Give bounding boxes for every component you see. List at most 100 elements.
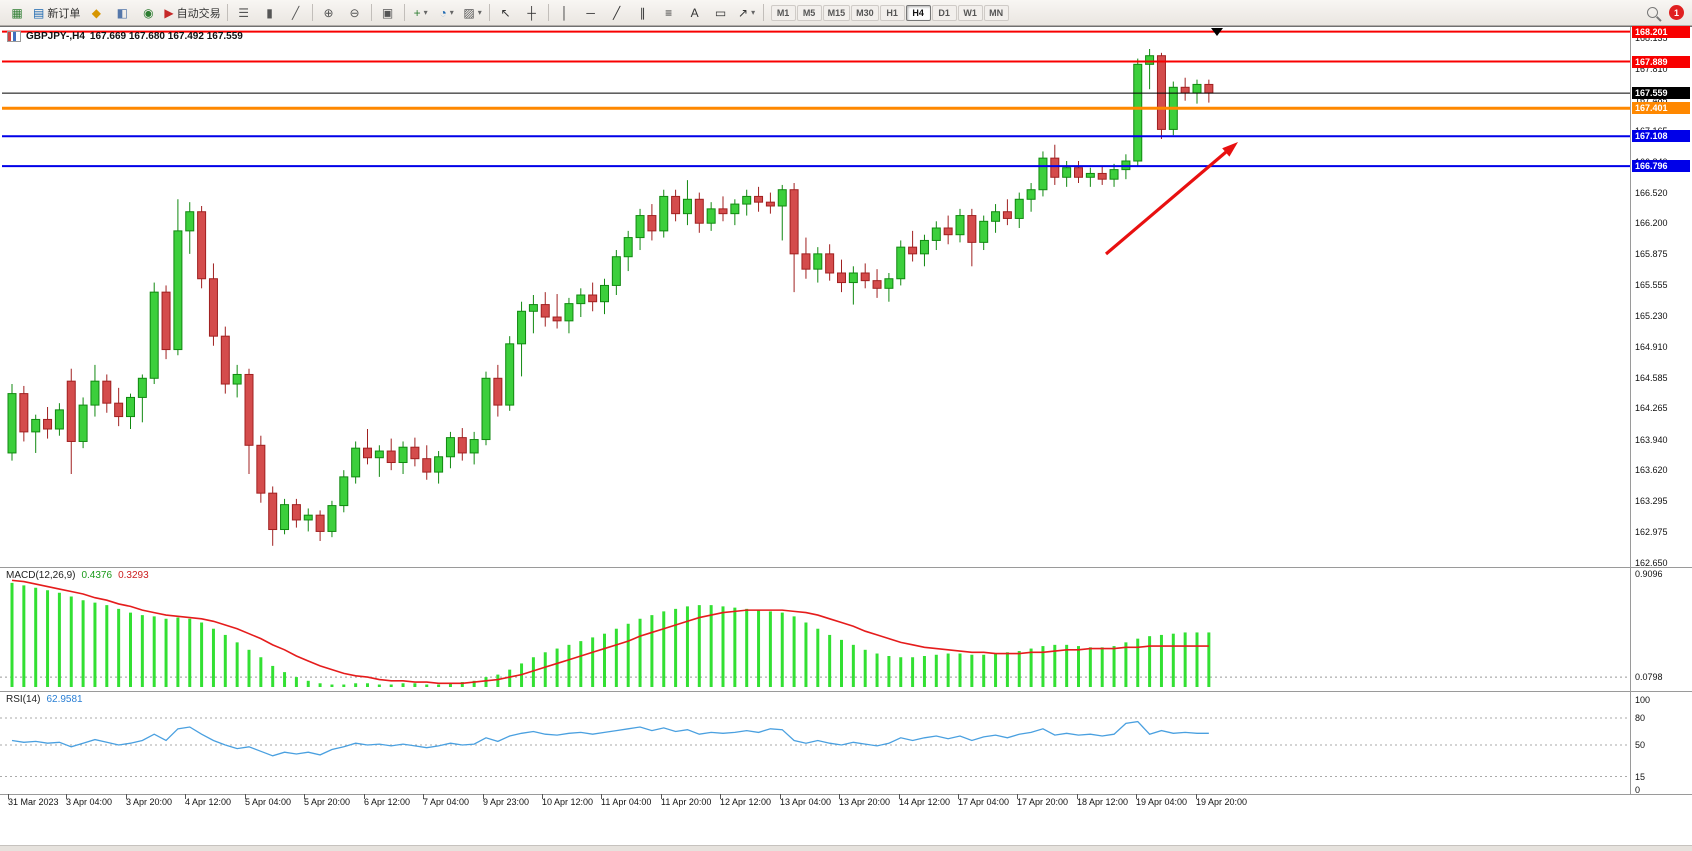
- toolbar-separator: [311, 4, 313, 21]
- time-label: 17 Apr 04:00: [958, 797, 1010, 807]
- zoom-out-button[interactable]: ⊖: [342, 3, 368, 23]
- new-order-icon: ▤: [33, 5, 45, 20]
- new-chart-icon: ▦: [11, 5, 23, 20]
- price-tick: 163.940: [1635, 434, 1668, 445]
- macd-level-value: 0.0798: [1635, 672, 1663, 683]
- fibonacci-button[interactable]: ≡: [656, 3, 682, 23]
- line-chart-button[interactable]: ╱: [283, 3, 309, 23]
- price-axis[interactable]: 168.135167.810167.485167.165166.840166.5…: [1632, 25, 1692, 796]
- macd-name: MACD(12,26,9): [6, 570, 76, 581]
- rsi-scale-tick: 50: [1635, 740, 1646, 750]
- price-tick: 166.200: [1635, 218, 1668, 229]
- autotrading-icon: ▶: [164, 5, 174, 20]
- periods-button[interactable]: ◔ ▾: [434, 3, 460, 23]
- cursor-icon: ↖: [500, 5, 511, 20]
- toolbar-separator: [547, 4, 549, 21]
- time-label: 19 Apr 04:00: [1136, 797, 1188, 807]
- macd-label: MACD(12,26,9) 0.4376 0.3293: [6, 570, 149, 581]
- zoom-out-icon: ⊖: [349, 5, 360, 20]
- price-tick: 165.555: [1635, 279, 1668, 290]
- label-icon: ▭: [714, 5, 727, 20]
- zoom-in-button[interactable]: ⊕: [316, 3, 342, 23]
- time-axis[interactable]: 31 Mar 2023 3 Apr 04:00 3 Apr 20:00 4 Apr 1…: [0, 796, 1692, 812]
- text-button[interactable]: A: [682, 3, 708, 23]
- rsi-scale-tick: 15: [1635, 771, 1646, 782]
- horizontal-line-button[interactable]: ─: [578, 3, 604, 23]
- time-label: 11 Apr 04:00: [601, 797, 652, 807]
- timeframe-h4[interactable]: H4: [905, 4, 931, 21]
- channel-icon: ∥: [639, 5, 646, 20]
- toolbar-separator: [403, 4, 405, 21]
- macd-main-value: 0.4376: [81, 570, 113, 581]
- cursor-button[interactable]: ↖: [493, 3, 519, 23]
- toolbar-separator: [762, 4, 764, 21]
- timeframe-w1[interactable]: W1: [957, 4, 983, 21]
- price-tick: 164.265: [1635, 403, 1668, 414]
- candlestick-chart-icon: ▮: [266, 5, 273, 20]
- toolbar-separator: [226, 4, 228, 21]
- tile-windows-button[interactable]: ▣: [375, 3, 401, 23]
- time-label: 14 Apr 12:00: [899, 797, 951, 807]
- line-chart-icon: ╱: [291, 5, 300, 20]
- rsi-scale-tick: 80: [1635, 713, 1646, 723]
- time-label: 10 Apr 12:00: [542, 797, 594, 807]
- templates-button[interactable]: ▨ ▾: [460, 3, 486, 23]
- crosshair-button[interactable]: ┼: [519, 3, 545, 23]
- price-tick: 166.520: [1635, 187, 1668, 198]
- time-label: 19 Apr 20:00: [1196, 797, 1248, 807]
- autotrading-button[interactable]: ▶ 自动交易: [161, 3, 223, 23]
- bar-chart-icon: ☰: [238, 5, 249, 20]
- trendline-button[interactable]: ╱: [604, 3, 630, 23]
- price-tick: 163.295: [1635, 496, 1668, 507]
- candlestick-chart-button[interactable]: ▮: [257, 3, 283, 23]
- templates-icon: ▨: [463, 5, 475, 20]
- timeframe-m30[interactable]: M30: [851, 4, 879, 21]
- ohlc-quote: 167.669 167.680 167.492 167.559: [89, 31, 243, 42]
- time-label: 13 Apr 04:00: [780, 797, 832, 807]
- toolbar-button-group: ▦ ▤ 新订单 ◆ ◧ ◉ ▶ 自动交易 ☰ ▮ ╱ ⊕ ⊖ ▣ + ▾ ◔ ▾ ▨ ▾ ↖ ┼ │ ─ ╱ ∥ ≡ A ▭ ↗ ▾: [4, 3, 767, 23]
- new-chart-button[interactable]: ▦: [4, 3, 30, 23]
- bar-chart-button[interactable]: ☰: [231, 3, 257, 23]
- level-price-label: 167.108: [1632, 130, 1690, 143]
- macd-scale-max: 0.9096: [1635, 569, 1663, 580]
- timeframe-m5[interactable]: M5: [796, 4, 822, 21]
- time-label: 7 Apr 04:00: [423, 797, 470, 807]
- text-icon: A: [690, 5, 699, 20]
- new-order-button[interactable]: ▤ 新订单: [30, 3, 83, 23]
- label-button[interactable]: ▭: [708, 3, 734, 23]
- chevron-down-icon: ▾: [423, 8, 428, 17]
- horizontal-line-icon: ─: [586, 5, 595, 20]
- notification-badge[interactable]: 1: [1669, 5, 1684, 20]
- price-tick: 163.620: [1635, 465, 1668, 476]
- time-label: 3 Apr 04:00: [66, 797, 113, 807]
- fibonacci-icon: ≡: [665, 5, 673, 20]
- price-tick: 164.910: [1635, 341, 1668, 352]
- level-price-label: 167.889: [1632, 55, 1690, 68]
- indicators-button[interactable]: + ▾: [408, 3, 434, 23]
- timeframe-h1[interactable]: H1: [879, 4, 905, 21]
- macd-signal-value: 0.3293: [118, 570, 149, 581]
- arrows-button[interactable]: ↗ ▾: [734, 3, 760, 23]
- chevron-down-icon: ▾: [477, 8, 482, 17]
- time-label: 11 Apr 20:00: [661, 797, 712, 807]
- charts-profile-button[interactable]: ◆: [83, 3, 109, 23]
- timeframe-d1[interactable]: D1: [931, 4, 957, 21]
- timeframe-mn[interactable]: MN: [983, 4, 1009, 21]
- trendline-icon: ╱: [612, 5, 621, 20]
- vertical-line-button[interactable]: │: [552, 3, 578, 23]
- timeframe-m15[interactable]: M15: [822, 4, 851, 21]
- search-button[interactable]: [1639, 3, 1665, 23]
- channel-button[interactable]: ∥: [630, 3, 656, 23]
- rsi-label: RSI(14) 62.9581: [6, 694, 83, 705]
- market-watch-button[interactable]: ◧: [109, 3, 135, 23]
- arrows-icon: ↗: [738, 5, 749, 20]
- market-watch-icon: ◧: [116, 5, 129, 20]
- rsi-scale-tick: 0: [1635, 785, 1641, 795]
- time-label: 12 Apr 12:00: [720, 797, 772, 807]
- tile-windows-icon: ▣: [381, 5, 394, 20]
- navigator-button[interactable]: ◉: [135, 3, 161, 23]
- new-order-button-label: 新订单: [47, 7, 81, 20]
- timeframe-group: M1 M5 M15 M30 H1 H4 D1 W1 MN: [770, 4, 1009, 21]
- timeframe-m1[interactable]: M1: [770, 4, 796, 21]
